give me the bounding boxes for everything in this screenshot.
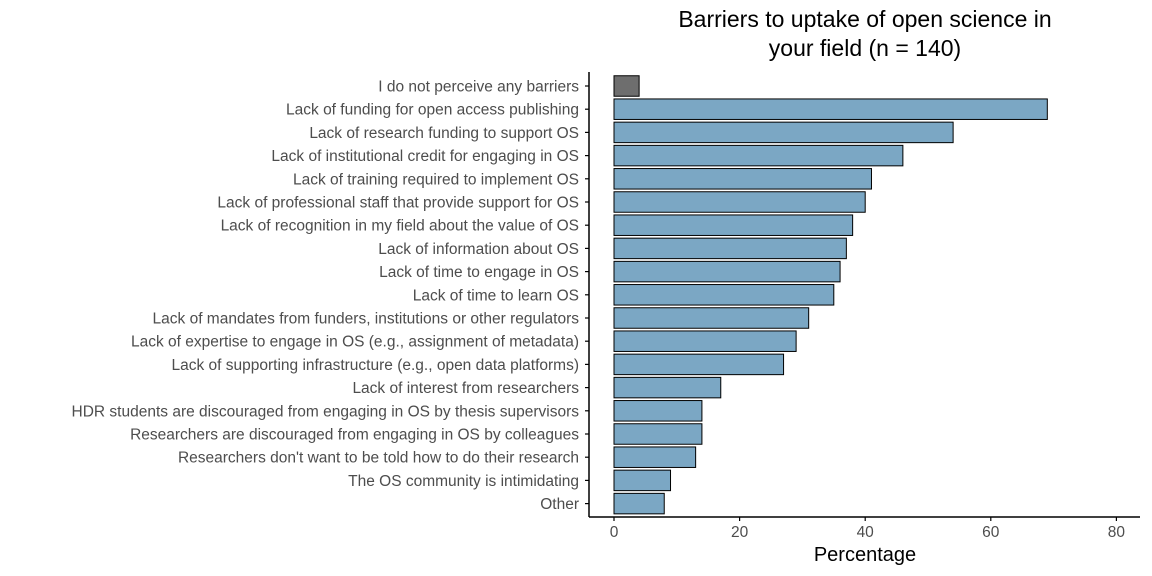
x-tick-label: 60 [982,524,1000,541]
chart-title-line: Barriers to uptake of open science in [678,6,1051,32]
bar [613,260,841,283]
bar [613,214,854,236]
bar [613,144,904,167]
bar [613,237,847,260]
category-label: I do not perceive any barriers [378,79,579,96]
axes [585,72,1140,518]
category-label: Lack of funding for open access publishi… [286,102,579,119]
category-label: Lack of time to engage in OS [379,264,579,281]
category-labels: I do not perceive any barriers Lack of fu… [72,79,580,514]
category-label: Other [540,496,579,513]
bar [613,469,672,492]
category-label: Lack of research funding to support OS [309,125,579,142]
bar [613,284,835,306]
bar [613,353,785,376]
bar [613,121,954,144]
bar [613,330,797,352]
chart-title: Barriers to uptake of open science in you… [678,6,1051,61]
bar [613,75,640,97]
x-tick-label: 40 [857,524,875,541]
bar [613,423,703,445]
category-label: Lack of professional staff that provide … [217,195,579,212]
x-tick-label: 0 [610,524,619,541]
category-label: Lack of mandates from funders, instituti… [153,311,580,328]
category-label: Researchers don't want to be told how to… [178,450,579,467]
x-axis-title: Percentage [814,544,916,566]
category-label: Lack of supporting infrastructure (e.g.,… [171,357,579,374]
bar [613,191,866,213]
category-label: Lack of training required to implement O… [293,171,579,188]
bar [613,492,665,515]
category-label: Lack of time to learn OS [413,287,579,304]
x-tick-label: 20 [731,524,749,541]
x-tick-label: 80 [1108,524,1126,541]
category-label: Researchers are discouraged from engagin… [130,427,579,444]
chart-title-line: your field (n = 140) [769,35,961,61]
bar [613,376,722,399]
x-axis-ticks: 0 20 40 60 80 [610,517,1126,541]
category-label: HDR students are discouraged from engagi… [72,403,580,420]
bar [613,446,697,468]
category-label: The OS community is intimidating [348,473,579,490]
category-label: Lack of recognition in my field about th… [221,218,579,235]
category-label: Lack of institutional credit for engagin… [271,148,579,165]
category-label: Lack of information about OS [378,241,579,258]
bar [613,307,810,329]
bars [613,75,1048,515]
category-label: Lack of expertise to engage in OS (e.g.,… [131,334,579,351]
bar [613,168,872,190]
bar [613,98,1048,120]
category-label: Lack of interest from researchers [352,380,579,397]
bar [613,400,703,422]
